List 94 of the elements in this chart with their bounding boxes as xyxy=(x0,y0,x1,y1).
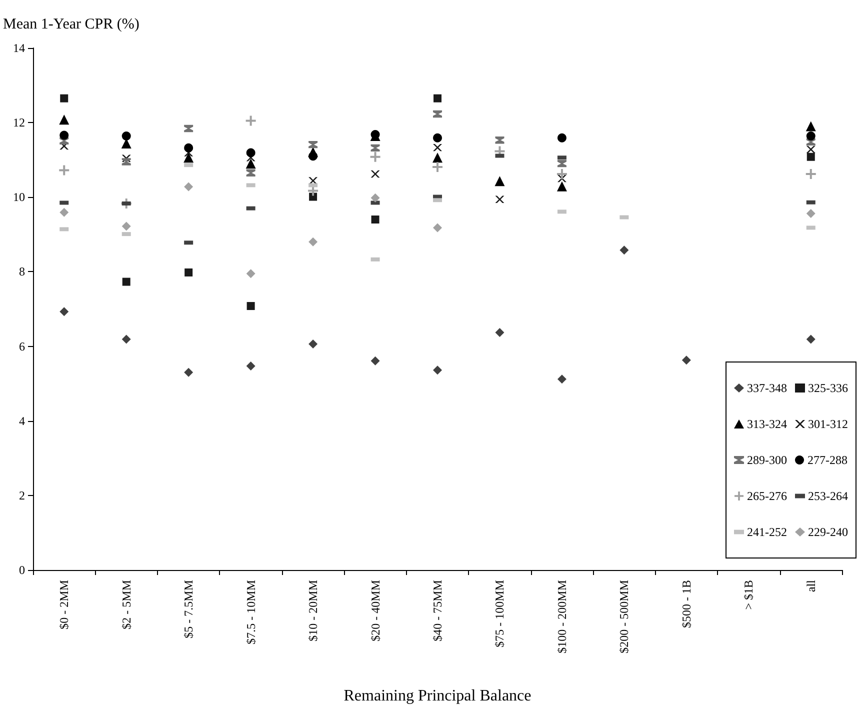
point xyxy=(60,208,69,217)
point xyxy=(122,158,131,166)
legend-label: 325-336 xyxy=(808,381,848,395)
point xyxy=(122,222,131,231)
point xyxy=(370,170,380,178)
point xyxy=(495,136,504,144)
point xyxy=(556,181,567,192)
point xyxy=(806,131,816,140)
point xyxy=(184,268,193,276)
legend-label: 253-264 xyxy=(808,489,848,503)
point xyxy=(433,223,442,232)
point xyxy=(806,169,816,180)
point xyxy=(246,362,256,371)
y-axis-title: Mean 1-Year CPR (%) xyxy=(3,16,140,32)
x-tick-label: all xyxy=(804,579,818,592)
y-tick-label: 10 xyxy=(13,190,25,204)
x-tick-label: $5 - 7.5MM xyxy=(182,580,196,638)
x-tick-label: $75 - 100MM xyxy=(492,580,507,648)
legend-label: 241-252 xyxy=(747,525,788,539)
legend-label: 301-312 xyxy=(808,417,848,431)
y-tick-label: 0 xyxy=(19,563,25,577)
point xyxy=(308,340,318,349)
point xyxy=(557,160,566,168)
legend-label: 289-300 xyxy=(747,453,788,467)
point xyxy=(122,131,131,140)
x-tick-label: $7.5 - 10MM xyxy=(244,580,258,644)
point xyxy=(184,182,194,192)
point xyxy=(184,152,194,163)
x-tick-label: $10 - 20MM xyxy=(306,580,320,642)
x-axis-title: Remaining Principal Balance xyxy=(344,688,532,704)
point xyxy=(184,368,194,377)
x-tick-label: > $1B xyxy=(742,580,756,610)
point xyxy=(432,162,442,172)
point xyxy=(309,192,318,201)
point xyxy=(806,152,815,161)
point xyxy=(370,193,380,202)
point xyxy=(122,334,131,344)
point xyxy=(246,148,256,158)
point xyxy=(434,94,442,102)
point xyxy=(433,366,442,375)
point xyxy=(433,133,442,142)
point xyxy=(432,152,442,163)
x-tick-label: $40 - 75MM xyxy=(430,580,444,642)
point xyxy=(557,374,566,384)
point xyxy=(246,158,256,169)
y-tick-label: 6 xyxy=(19,339,25,354)
point xyxy=(246,302,255,310)
point xyxy=(806,121,816,132)
point xyxy=(59,114,70,125)
point xyxy=(60,130,69,140)
point xyxy=(806,209,816,218)
legend-label: 313-324 xyxy=(747,417,788,431)
x-tick-label: $2 - 5MM xyxy=(119,580,134,630)
point xyxy=(308,186,318,196)
point xyxy=(557,133,566,142)
x-tick-label: $200 - 500MM xyxy=(617,580,632,654)
x-tick-label: $100 - 200MM xyxy=(554,580,569,654)
x-tick-label: $20 - 40MM xyxy=(368,580,382,642)
y-tick-label: 12 xyxy=(13,116,25,130)
y-tick-label: 8 xyxy=(19,264,25,279)
point xyxy=(60,307,69,316)
y-tick-label: 14 xyxy=(13,41,25,55)
point xyxy=(246,169,256,177)
point xyxy=(495,196,504,203)
point xyxy=(371,216,380,224)
legend-label: 265-276 xyxy=(747,489,788,503)
point xyxy=(308,237,318,246)
legend-label: 229-240 xyxy=(808,525,848,539)
point xyxy=(246,116,256,126)
point xyxy=(246,269,256,278)
point xyxy=(60,94,68,102)
x-tick-label: $500 - 1B xyxy=(679,580,694,628)
point xyxy=(494,176,505,186)
point xyxy=(59,165,70,176)
point xyxy=(806,146,816,154)
y-tick-label: 4 xyxy=(19,414,25,428)
point xyxy=(433,110,442,118)
y-tick-label: 2 xyxy=(19,488,25,502)
point xyxy=(370,152,380,162)
point xyxy=(370,356,380,366)
point xyxy=(184,143,194,152)
point xyxy=(682,356,691,365)
point xyxy=(556,169,567,180)
point xyxy=(370,144,380,152)
point xyxy=(806,334,816,344)
point xyxy=(620,246,629,255)
point xyxy=(495,328,504,337)
x-tick-label: $0 - 2MM xyxy=(57,580,72,630)
point xyxy=(308,152,318,161)
point xyxy=(122,278,130,286)
legend-label: 277-288 xyxy=(808,453,848,467)
legend-label: 337-348 xyxy=(747,381,788,395)
point xyxy=(184,124,194,132)
point xyxy=(308,140,318,148)
